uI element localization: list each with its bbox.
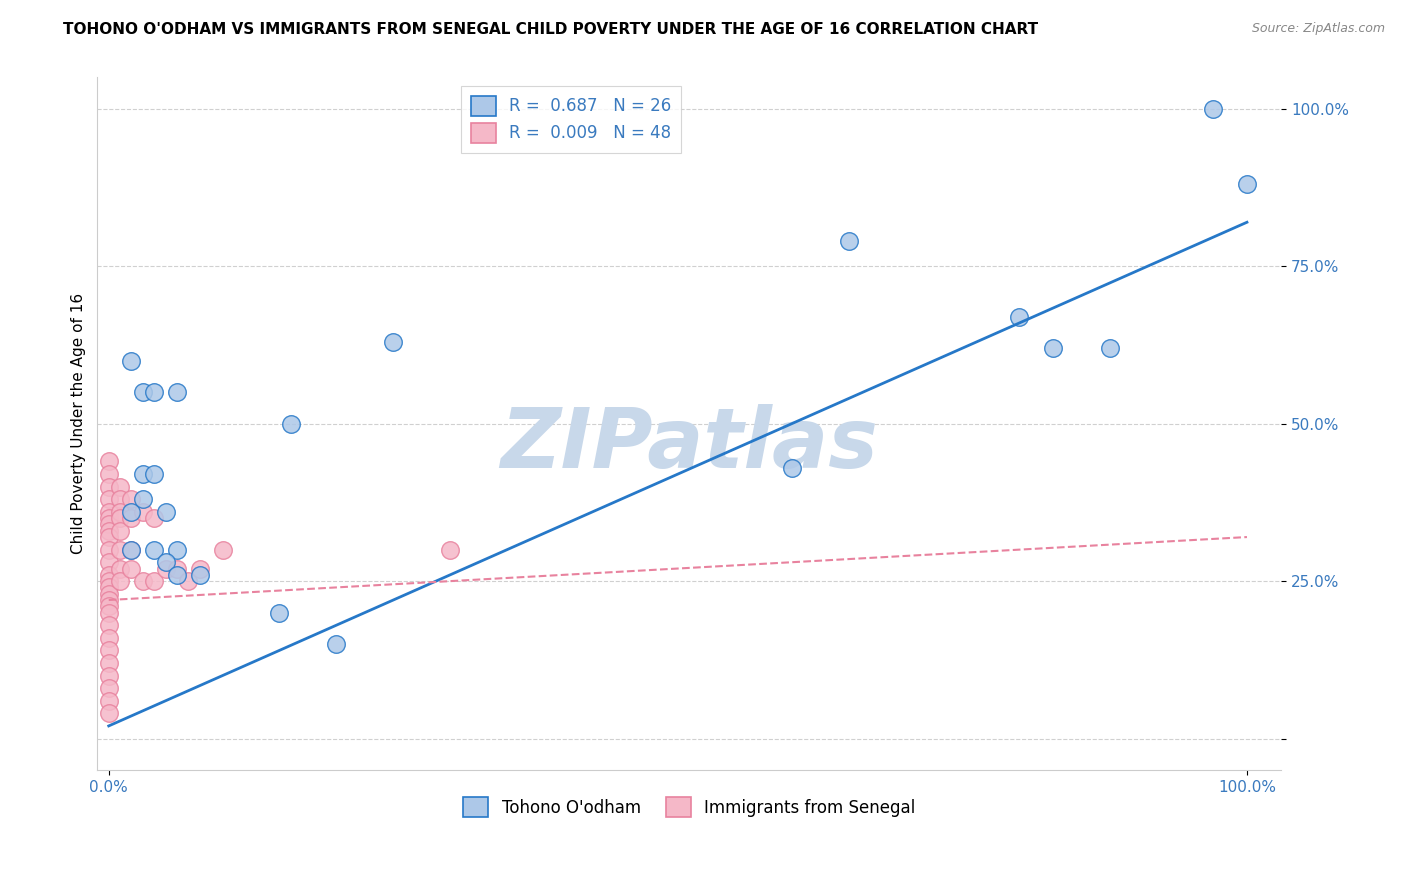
Point <box>1099 341 1122 355</box>
Point <box>143 511 166 525</box>
Point <box>121 492 143 507</box>
Point <box>97 706 120 721</box>
Point <box>121 511 143 525</box>
Point <box>325 637 347 651</box>
Point <box>1236 178 1258 192</box>
Point <box>121 542 143 557</box>
Point <box>269 606 291 620</box>
Point <box>280 417 302 431</box>
Point <box>97 587 120 601</box>
Point <box>97 511 120 525</box>
Legend: Tohono O'odham, Immigrants from Senegal: Tohono O'odham, Immigrants from Senegal <box>457 790 922 824</box>
Point <box>97 567 120 582</box>
Point <box>211 542 233 557</box>
Point <box>97 581 120 595</box>
Point <box>97 492 120 507</box>
Point <box>1008 310 1031 324</box>
Point <box>155 505 177 519</box>
Point <box>97 530 120 544</box>
Point <box>97 480 120 494</box>
Point <box>780 460 803 475</box>
Point <box>97 542 120 557</box>
Point <box>132 385 155 400</box>
Point <box>439 542 461 557</box>
Point <box>97 524 120 538</box>
Point <box>143 467 166 481</box>
Point <box>166 542 188 557</box>
Point <box>97 593 120 607</box>
Point <box>121 505 143 519</box>
Point <box>108 505 131 519</box>
Point <box>108 524 131 538</box>
Point <box>97 618 120 632</box>
Point <box>121 561 143 575</box>
Point <box>97 505 120 519</box>
Point <box>155 561 177 575</box>
Point <box>143 574 166 588</box>
Point <box>1042 341 1064 355</box>
Y-axis label: Child Poverty Under the Age of 16: Child Poverty Under the Age of 16 <box>72 293 86 554</box>
Point <box>97 599 120 614</box>
Point <box>166 567 188 582</box>
Point <box>132 574 155 588</box>
Point <box>132 492 155 507</box>
Point <box>132 467 155 481</box>
Point <box>143 542 166 557</box>
Point <box>177 574 200 588</box>
Point <box>382 334 405 349</box>
Point <box>121 353 143 368</box>
Point <box>838 234 860 248</box>
Point <box>155 555 177 569</box>
Point <box>188 561 211 575</box>
Point <box>108 561 131 575</box>
Point <box>108 480 131 494</box>
Text: ZIPatlas: ZIPatlas <box>501 404 879 485</box>
Point <box>97 631 120 645</box>
Point <box>97 681 120 695</box>
Point <box>97 467 120 481</box>
Point <box>108 511 131 525</box>
Point <box>97 656 120 670</box>
Point <box>132 505 155 519</box>
Point <box>97 643 120 657</box>
Point <box>188 567 211 582</box>
Point <box>108 492 131 507</box>
Point <box>97 555 120 569</box>
Point <box>97 668 120 682</box>
Point <box>121 542 143 557</box>
Point <box>97 574 120 588</box>
Point <box>97 517 120 532</box>
Text: TOHONO O'ODHAM VS IMMIGRANTS FROM SENEGAL CHILD POVERTY UNDER THE AGE OF 16 CORR: TOHONO O'ODHAM VS IMMIGRANTS FROM SENEGA… <box>63 22 1039 37</box>
Point <box>166 561 188 575</box>
Point <box>108 574 131 588</box>
Point <box>166 385 188 400</box>
Point <box>97 454 120 468</box>
Point <box>108 542 131 557</box>
Point <box>97 606 120 620</box>
Text: Source: ZipAtlas.com: Source: ZipAtlas.com <box>1251 22 1385 36</box>
Point <box>143 385 166 400</box>
Point <box>1202 102 1225 116</box>
Point <box>97 694 120 708</box>
